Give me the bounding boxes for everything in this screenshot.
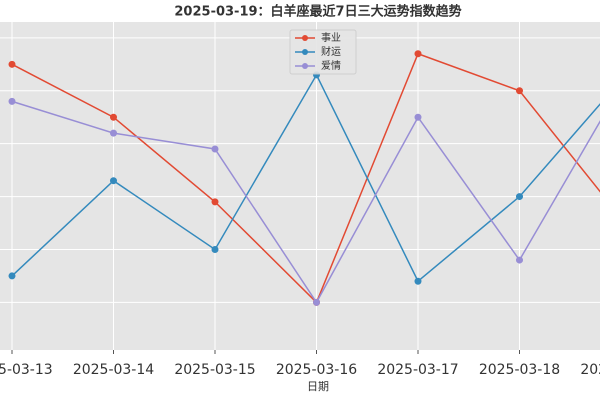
legend-marker xyxy=(302,49,308,55)
data-point xyxy=(211,145,219,153)
data-point xyxy=(110,129,117,137)
legend-marker xyxy=(302,35,308,41)
plot-background xyxy=(0,22,600,350)
data-point xyxy=(211,245,219,253)
x-axis-label: 日期 xyxy=(307,380,329,393)
data-point xyxy=(313,298,320,306)
x-tick-label: 2025-03-16 xyxy=(276,362,357,378)
lines xyxy=(8,50,600,306)
legend-box xyxy=(289,29,357,75)
data-point xyxy=(414,113,422,121)
data-point xyxy=(516,87,523,95)
data-point xyxy=(516,193,523,201)
x-tick-label: 2025-03-14 xyxy=(73,362,154,378)
legend-label: 财运 xyxy=(321,45,341,58)
x-tick-label: 2025-03-15 xyxy=(174,362,255,378)
data-point xyxy=(110,113,117,121)
data-point xyxy=(211,198,219,206)
grid xyxy=(0,22,600,350)
legend-label: 事业 xyxy=(321,31,341,44)
x-tick-label: 2025-03-13 xyxy=(0,362,53,378)
data-point xyxy=(516,256,523,264)
chart-title: 2025-03-19：白羊座最近7日三大运势指数趋势 xyxy=(174,4,461,20)
data-point xyxy=(8,272,16,280)
data-point xyxy=(110,177,117,185)
x-tick-label: 2025-03-17 xyxy=(377,362,458,378)
data-point xyxy=(414,50,422,58)
x-tick-label: 2025-03-19 xyxy=(580,362,600,378)
data-point xyxy=(8,60,16,68)
data-point xyxy=(8,97,16,105)
data-point xyxy=(414,277,422,285)
x-tick-label: 2025-03-18 xyxy=(479,362,560,378)
legend-marker xyxy=(302,63,308,69)
legend-label: 爱情 xyxy=(321,59,341,72)
